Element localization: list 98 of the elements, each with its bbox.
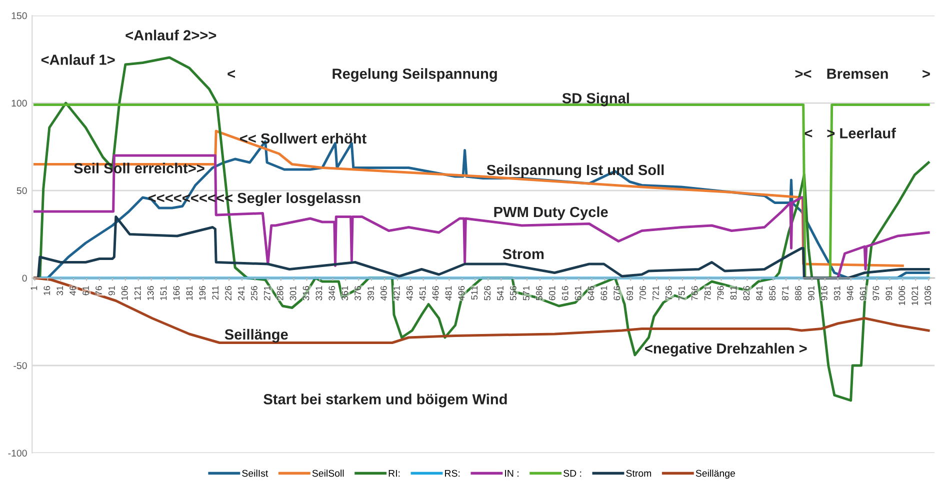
- x-tick-label: 826: [743, 286, 750, 300]
- x-tick-label: 481: [445, 286, 452, 300]
- legend-label: IN :: [505, 470, 518, 477]
- x-tick-label: 946: [846, 286, 854, 300]
- x-tick-label: 301: [290, 286, 296, 300]
- annotation: <negative Drehzahlen >: [645, 342, 807, 357]
- x-tick-label: 796: [717, 286, 724, 300]
- annotation: <Anlauf 2>>>: [126, 30, 216, 40]
- annotation: PWM Duty Cycle: [494, 206, 608, 220]
- legend-label: SeilSoll: [312, 470, 344, 477]
- annotation: >: [922, 70, 930, 78]
- x-tick-label: 751: [678, 286, 685, 300]
- x-tick-label: 931: [834, 286, 840, 300]
- x-tick-label: 406: [380, 286, 387, 300]
- x-tick-label: 31: [56, 286, 64, 296]
- x-tick-label: 586: [536, 286, 542, 300]
- legend-label: Strom: [626, 470, 652, 477]
- x-tick-label: 106: [121, 286, 128, 300]
- x-tick-label: 256: [250, 286, 258, 300]
- legend-label: RS:: [445, 470, 460, 477]
- x-tick-label: 1036: [924, 286, 931, 306]
- annotation: ><: [795, 70, 812, 78]
- x-tick-label: 616: [562, 286, 568, 300]
- x-tick-label: 316: [302, 286, 310, 300]
- x-tick-label: 856: [769, 286, 776, 300]
- x-tick-label: 46: [70, 286, 76, 296]
- legend-label: SD :: [564, 470, 582, 477]
- annotation: <: [228, 70, 235, 78]
- x-tick-label: 916: [820, 286, 828, 300]
- x-tick-label: 421: [393, 286, 400, 300]
- x-tick-label: 271: [264, 286, 270, 300]
- x-tick-label: 841: [756, 286, 763, 300]
- x-tick-label: 781: [704, 286, 711, 300]
- x-tick-label: 136: [147, 286, 154, 300]
- x-tick-label: 886: [795, 286, 802, 300]
- annotation: Strom: [502, 248, 544, 260]
- x-tick-label: 691: [626, 286, 634, 300]
- x-tick-label: 766: [691, 286, 698, 300]
- x-tick-label: 721: [652, 286, 659, 300]
- x-tick-label: 1006: [898, 286, 906, 306]
- x-tick-label: 151: [160, 286, 167, 300]
- x-tick-label: 361: [342, 286, 348, 300]
- x-tick-label: 241: [238, 286, 244, 300]
- x-tick-label: 526: [484, 286, 491, 300]
- x-tick-label: 676: [614, 286, 620, 300]
- x-tick-label: 991: [886, 286, 892, 300]
- annotation: Bremsen: [827, 68, 888, 79]
- x-tick-label: 541: [497, 286, 504, 300]
- x-tick-label: 661: [600, 286, 608, 300]
- x-tick-label: 331: [316, 286, 322, 300]
- x-tick-label: 76: [96, 286, 102, 296]
- x-tick-label: 571: [523, 286, 530, 300]
- y-tick-label: 50: [16, 187, 27, 194]
- annotation: SD Signal: [562, 92, 629, 106]
- x-tick-label: 211: [212, 286, 218, 300]
- y-tick-label: 100: [12, 100, 27, 107]
- x-tick-label: 166: [173, 286, 180, 300]
- y-tick-label: 0: [22, 274, 27, 282]
- x-tick-label: 706: [640, 286, 646, 300]
- x-tick-label: 91: [108, 286, 115, 296]
- y-tick-label: 150: [12, 12, 27, 20]
- x-tick-label: 16: [44, 286, 50, 295]
- x-tick-label: 226: [225, 286, 232, 300]
- x-tick-label: 121: [134, 286, 141, 300]
- annotation: Seillänge: [224, 328, 288, 343]
- x-tick-label: 451: [419, 286, 426, 300]
- annotation: Seilspannung Ist und Soll: [486, 164, 664, 178]
- legend-label: Seillänge: [696, 470, 735, 479]
- x-tick-label: 601: [548, 286, 556, 300]
- x-tick-label: 376: [354, 286, 361, 300]
- x-tick-label: 1021: [912, 286, 918, 306]
- x-tick-label: 631: [574, 286, 582, 300]
- x-tick-label: 346: [328, 286, 336, 300]
- x-tick-label: 496: [458, 286, 465, 300]
- x-tick-label: 646: [588, 286, 594, 300]
- x-tick-label: 436: [406, 286, 413, 300]
- y-tick-label: -100: [8, 450, 27, 457]
- x-tick-label: 181: [186, 286, 193, 300]
- x-tick-label: 286: [276, 286, 284, 300]
- x-tick-label: 901: [808, 286, 814, 300]
- x-tick-label: 736: [666, 286, 672, 300]
- annotation: Regelung Seilspannung: [332, 68, 497, 82]
- annotation: << Sollwert erhöht: [240, 132, 366, 144]
- x-tick-label: 871: [782, 286, 788, 300]
- legend-label: SeilIst: [242, 470, 268, 477]
- x-tick-label: 511: [471, 286, 478, 300]
- x-tick-label: 1: [30, 286, 38, 290]
- x-tick-label: 976: [872, 286, 880, 300]
- x-tick-label: 196: [199, 286, 206, 300]
- x-tick-label: 811: [730, 286, 737, 300]
- annotation: Start bei starkem und böigem Wind: [264, 394, 507, 408]
- x-tick-label: 466: [432, 286, 439, 300]
- x-tick-label: 961: [860, 286, 866, 300]
- y-tick-label: -50: [14, 362, 27, 370]
- annotation: <Anlauf 1>: [41, 54, 115, 65]
- legend-label: RI:: [388, 470, 400, 477]
- x-tick-label: 391: [368, 286, 374, 300]
- x-tick-label: 61: [82, 286, 89, 296]
